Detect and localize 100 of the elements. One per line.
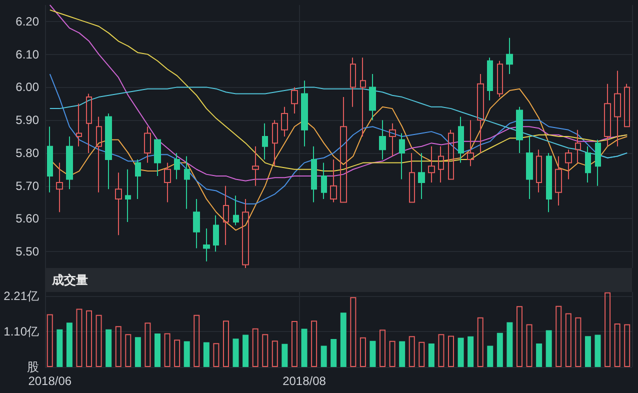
- candlestick: [184, 156, 190, 210]
- bar: [272, 340, 278, 367]
- candlestick: [409, 152, 415, 203]
- bar: [556, 306, 562, 367]
- y-tick-label: 5.90: [16, 113, 40, 128]
- candlestick: [66, 136, 73, 190]
- candlestick: [536, 149, 542, 193]
- candlestick: [115, 172, 122, 236]
- candlestick: [624, 83, 630, 128]
- candlestick: [321, 162, 327, 200]
- bar: [584, 336, 591, 367]
- x-tick-label: 2018/06: [28, 374, 72, 388]
- bar: [222, 320, 229, 367]
- candlestick: [428, 146, 435, 184]
- bar: [418, 342, 425, 367]
- candlestick: [418, 152, 425, 200]
- bar: [301, 328, 308, 367]
- bar: [320, 346, 327, 367]
- bar: [232, 338, 239, 367]
- bar: [604, 292, 611, 367]
- candlestick: [281, 106, 288, 137]
- candlestick: [477, 74, 484, 154]
- candlestick: [330, 159, 337, 203]
- candlestick: [458, 116, 464, 164]
- candlestick: [47, 126, 53, 193]
- candlestick: [135, 159, 141, 200]
- bar: [624, 324, 630, 367]
- bar: [526, 324, 532, 367]
- bar: [96, 314, 102, 367]
- candlestick: [272, 120, 278, 167]
- bar: [594, 334, 601, 367]
- candlestick: [262, 122, 268, 160]
- bar: [46, 314, 53, 367]
- candlestick: [223, 185, 229, 246]
- candlestick: [369, 74, 376, 121]
- candlestick: [213, 214, 219, 252]
- candlestick: [125, 168, 131, 222]
- candlestick: [174, 152, 180, 180]
- y-tick-label: 1.10亿: [4, 324, 39, 339]
- bar: [428, 344, 434, 367]
- y-tick-label: 5.70: [16, 178, 40, 193]
- bar: [262, 334, 268, 367]
- candlestick: [242, 198, 249, 268]
- bar: [106, 329, 112, 367]
- bar: [252, 328, 258, 367]
- bar: [174, 340, 180, 367]
- candlestick: [555, 156, 562, 206]
- candlestick: [311, 146, 317, 203]
- line-series: [49, 86, 628, 158]
- bar: [546, 330, 552, 367]
- bar: [282, 344, 288, 367]
- bar: [408, 336, 415, 367]
- bar: [115, 326, 122, 367]
- x-tick-label: 2018/08: [282, 374, 326, 388]
- bar: [516, 306, 522, 367]
- candlestick: [76, 103, 82, 147]
- candlestick: [604, 83, 611, 147]
- bar: [380, 330, 386, 367]
- bar: [458, 338, 464, 367]
- bar: [86, 310, 92, 367]
- chart-title: 成交量: [45, 268, 632, 292]
- bar: [242, 334, 249, 367]
- bar: [506, 322, 513, 367]
- bar: [496, 332, 503, 367]
- bar: [330, 338, 337, 367]
- bar: [213, 343, 220, 367]
- bar: [477, 317, 484, 367]
- candlestick: [448, 129, 454, 180]
- y-tick-label: 6.20: [16, 14, 40, 28]
- candlestick: [350, 57, 356, 108]
- candlestick: [526, 136, 533, 200]
- bar: [184, 341, 190, 367]
- candlestick: [144, 126, 151, 164]
- y-tick-label: 5.80: [16, 146, 40, 160]
- bar: [144, 322, 151, 367]
- candlestick: [164, 162, 171, 203]
- bar: [399, 341, 406, 367]
- candlestick: [360, 57, 366, 137]
- candlestick: [516, 106, 523, 154]
- y-tick-label: 6.00: [16, 80, 40, 94]
- candlestick: [252, 146, 259, 186]
- bar: [340, 312, 346, 367]
- candlestick: [438, 146, 444, 184]
- candlestick: [575, 129, 581, 164]
- bar: [76, 308, 82, 367]
- bar: [194, 314, 200, 367]
- candlestick: [614, 70, 621, 147]
- bar: [203, 342, 210, 367]
- candlestick: [467, 120, 474, 167]
- candlestick: [487, 57, 493, 101]
- bar: [350, 297, 356, 367]
- bar: [487, 346, 494, 367]
- candlestick: [585, 146, 591, 184]
- candlestick: [154, 139, 161, 176]
- candlestick: [399, 132, 405, 180]
- candlestick: [203, 228, 210, 262]
- bar: [448, 336, 454, 367]
- bar: [565, 313, 572, 367]
- bar: [575, 317, 582, 367]
- bar: [291, 320, 298, 367]
